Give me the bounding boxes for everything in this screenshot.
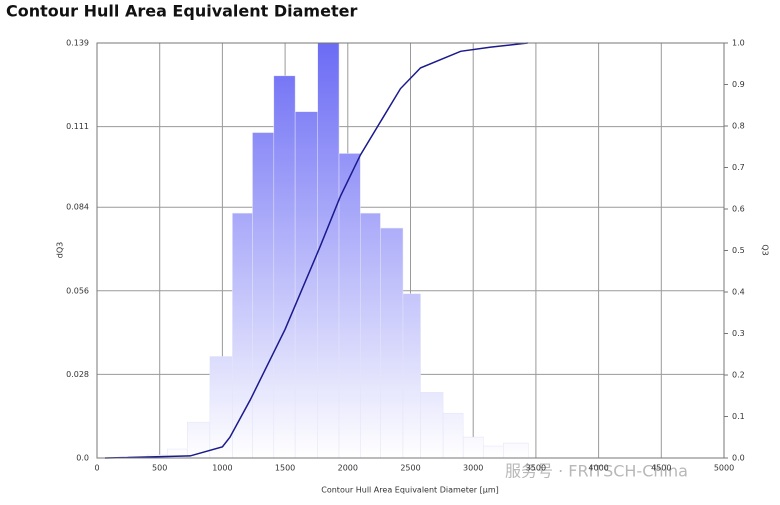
x-tick-label: 3500 xyxy=(526,464,546,473)
x-axis-label: Contour Hull Area Equivalent Diameter [µ… xyxy=(321,486,498,495)
bar xyxy=(402,293,421,459)
y2-tick-label: 0.0 xyxy=(732,454,745,463)
bar xyxy=(442,412,464,459)
bar xyxy=(360,212,381,459)
y-tick-label: 0.0 xyxy=(76,454,89,463)
bar xyxy=(482,445,504,459)
chart-title: Contour Hull Area Equivalent Diameter xyxy=(6,2,357,21)
x-tick-label: 2500 xyxy=(400,464,420,473)
y2-tick-label: 0.4 xyxy=(732,288,745,297)
x-tick-label: 1000 xyxy=(212,464,232,473)
y2-tick-label: 0.8 xyxy=(732,122,745,131)
y2-axis-label: Q3 xyxy=(761,244,770,255)
y-axis-label: dQ3 xyxy=(56,242,65,258)
x-tick-label: 4000 xyxy=(588,464,608,473)
bar xyxy=(273,75,296,459)
bar xyxy=(380,227,404,459)
y-tick-label: 0.056 xyxy=(66,286,89,295)
bar xyxy=(503,442,529,459)
y2-tick-label: 0.5 xyxy=(732,246,745,255)
bar xyxy=(252,132,275,459)
bar xyxy=(317,42,340,459)
x-tick-label: 4500 xyxy=(651,464,671,473)
y-tick-label: 0.084 xyxy=(66,203,89,212)
y2-tick-label: 0.7 xyxy=(732,163,745,172)
y2-tick-label: 0.2 xyxy=(732,371,745,380)
cumulative-line xyxy=(105,42,528,459)
bar xyxy=(232,212,253,459)
bar xyxy=(294,111,318,459)
x-tick-label: 500 xyxy=(152,464,167,473)
x-tick-label: 2000 xyxy=(338,464,358,473)
x-tick-label: 0 xyxy=(94,464,99,473)
x-tick-label: 3000 xyxy=(463,464,483,473)
y-tick-label: 0.111 xyxy=(66,122,89,131)
y2-tick-label: 0.3 xyxy=(732,329,745,338)
watermark: 服务号 · FRITSCH-China xyxy=(505,462,688,481)
y2-tick-label: 0.9 xyxy=(732,80,745,89)
y-tick-label: 0.028 xyxy=(66,370,89,379)
bar xyxy=(462,436,484,459)
y2-tick-label: 1.0 xyxy=(732,39,745,48)
x-tick-label: 1500 xyxy=(275,464,295,473)
bar xyxy=(420,392,444,459)
y2-tick-label: 0.1 xyxy=(732,412,745,421)
x-tick-label: 5000 xyxy=(714,464,734,473)
bar xyxy=(187,421,211,459)
bar xyxy=(338,153,361,459)
plot-frame xyxy=(96,42,725,459)
bar xyxy=(209,356,233,459)
y-tick-label: 0.139 xyxy=(66,39,89,48)
y2-tick-label: 0.6 xyxy=(732,205,745,214)
